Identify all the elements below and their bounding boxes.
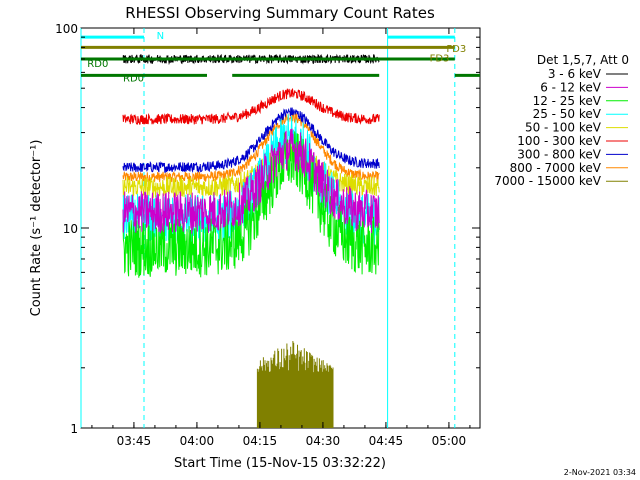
x-tick-label-0: 03:45 — [117, 434, 152, 448]
legend-label-2: 12 - 25 keV — [533, 94, 602, 108]
y-tick-label-2: 1 — [70, 422, 78, 436]
series-6to12keV-line — [122, 128, 380, 234]
series-800to7000keV-line — [122, 112, 380, 183]
y-tick-label-1: 10 — [63, 222, 78, 236]
legend-label-7: 800 - 7000 keV — [510, 161, 602, 175]
axes: 03:45 04:00 04:15 04:30 04:45 05:00 100 10 1 — [55, 22, 480, 448]
series-100to300keV-line — [122, 88, 380, 125]
series-12to25keV-line — [122, 131, 380, 278]
legend-label-8: 7000 - 15000 keV — [494, 174, 601, 188]
series-300to800keV-line — [122, 107, 380, 174]
chart-title: RHESSI Observing Summary Count Rates — [125, 4, 435, 22]
annotation-label-2: FD3 — [430, 53, 450, 64]
legend-label-5: 100 - 300 keV — [517, 134, 601, 148]
annotation-label-4: RD0 — [123, 74, 144, 85]
annotation-label-3: RD0 — [87, 59, 108, 70]
footer-timestamp: 2-Nov-2021 03:34 — [564, 468, 636, 477]
series-layer — [122, 53, 380, 428]
legend-label-1: 6 - 12 keV — [540, 80, 602, 94]
x-tick-label-4: 04:45 — [369, 434, 404, 448]
series-7000to15000keV-bars — [256, 341, 334, 428]
x-tick-label-3: 04:30 — [306, 434, 341, 448]
legend-label-0: 3 - 6 keV — [548, 67, 602, 81]
legend-title: Det 1,5,7, Att 0 — [537, 53, 629, 67]
x-tick-label-5: 05:00 — [432, 434, 467, 448]
legend-label-3: 25 - 50 keV — [533, 107, 602, 121]
annotation-label-1: FD3 — [446, 44, 466, 55]
x-tick-label-2: 04:15 — [243, 434, 278, 448]
annotation-label-0: N — [157, 31, 164, 42]
x-axis-label: Start Time (15-Nov-15 03:32:22) — [174, 456, 386, 471]
legend-label-6: 300 - 800 keV — [517, 147, 601, 161]
legend-label-4: 50 - 100 keV — [525, 121, 602, 135]
x-tick-label-1: 04:00 — [180, 434, 215, 448]
y-tick-label-0: 100 — [55, 22, 78, 36]
y-axis-label: Count Rate (s⁻¹ detector⁻¹) — [29, 140, 44, 317]
